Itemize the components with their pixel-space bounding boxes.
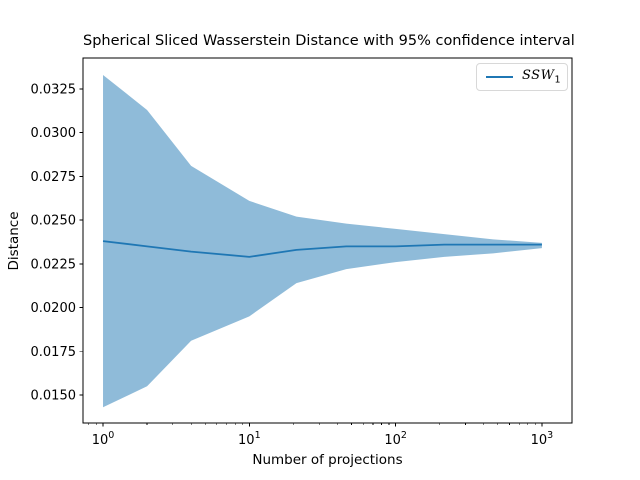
legend-label-ssw1: SSW1 — [522, 69, 561, 85]
y-axis-label: Distance — [6, 211, 22, 271]
y-tick-label: 0.0200 — [31, 301, 77, 316]
legend-line-sample — [486, 76, 513, 78]
y-tick-label: 0.0225 — [31, 257, 77, 272]
y-tick-label: 0.0150 — [31, 389, 77, 404]
x-tick-label: 100 — [92, 430, 115, 448]
y-tick-label: 0.0175 — [31, 345, 77, 360]
y-tick-label: 0.0325 — [31, 82, 77, 97]
confidence-band — [103, 74, 542, 408]
y-tick-label: 0.0250 — [31, 214, 77, 229]
x-tick-label: 103 — [531, 430, 554, 448]
y-tick-label: 0.0275 — [31, 170, 77, 185]
x-tick-label: 101 — [238, 430, 261, 448]
x-axis-label: Number of projections — [252, 452, 403, 468]
ssw1-line — [102, 240, 542, 258]
legend-label-subscript: 1 — [554, 74, 561, 86]
legend: SSW1 — [476, 63, 568, 91]
x-tick-label: 102 — [384, 430, 407, 448]
y-tick-label: 0.0300 — [31, 126, 77, 141]
legend-label-main: SSW — [522, 67, 555, 83]
axes-frame — [82, 57, 573, 424]
chart-title: Spherical Sliced Wasserstein Distance wi… — [83, 33, 575, 49]
